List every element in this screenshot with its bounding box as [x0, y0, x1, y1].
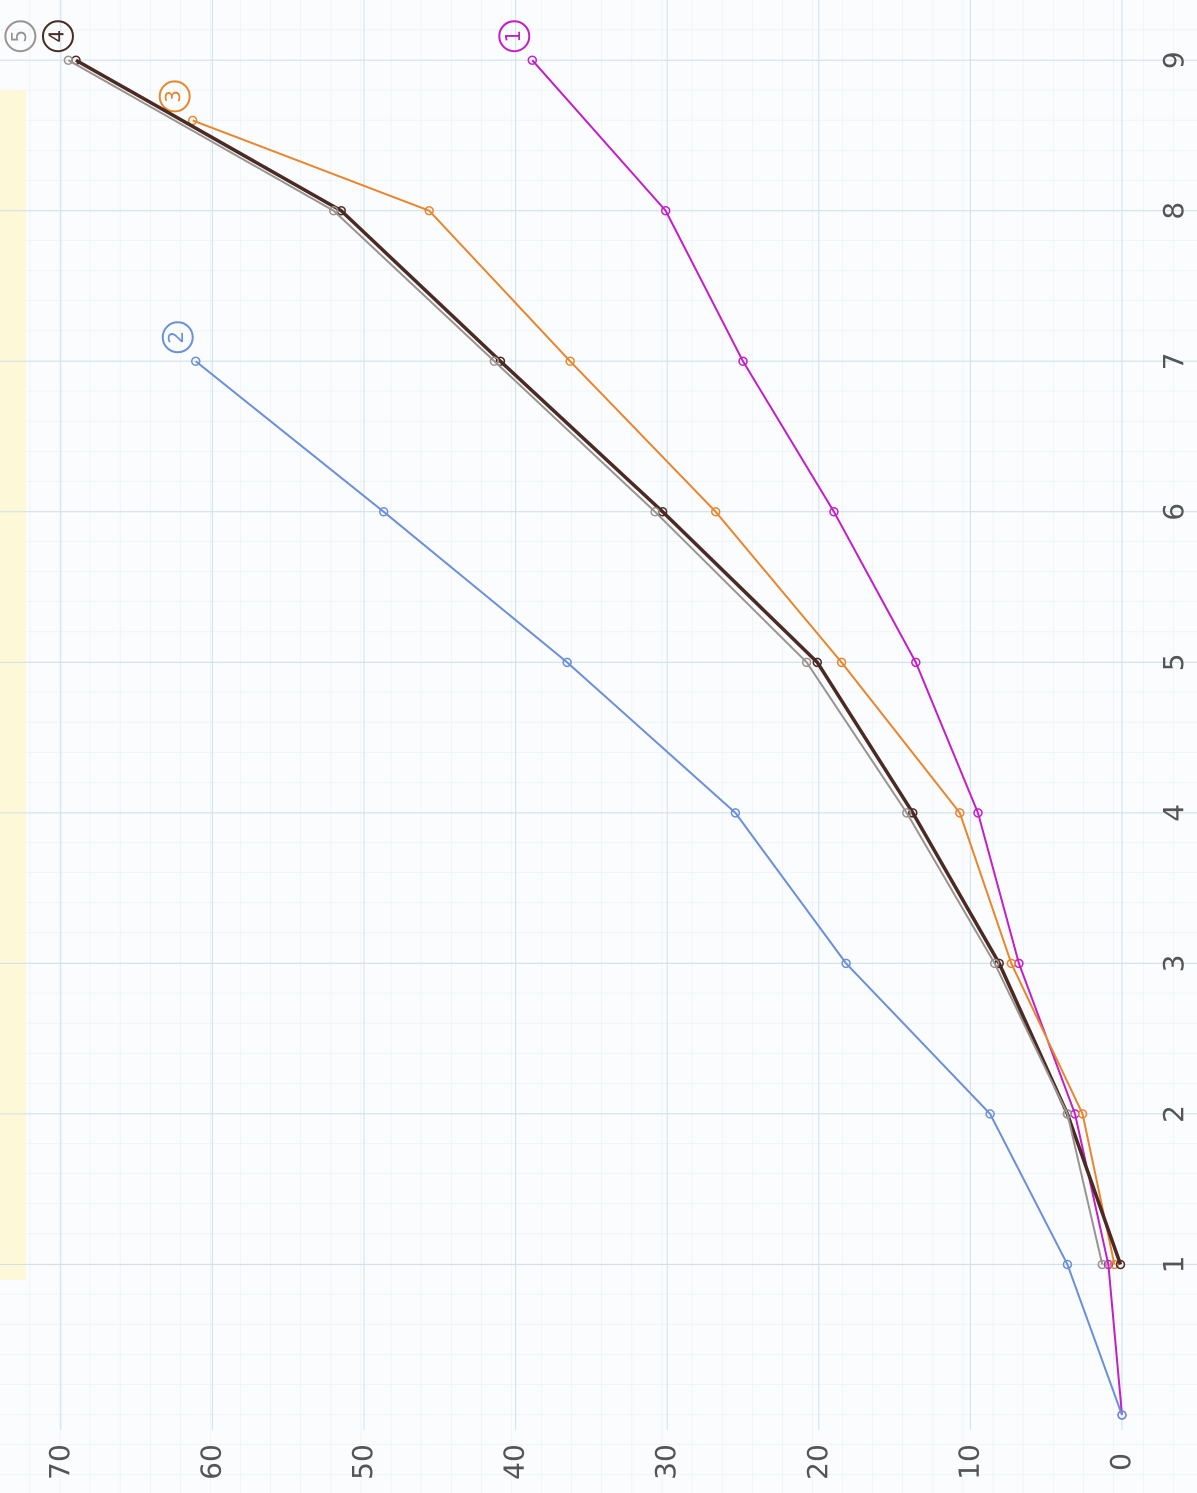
y-tick-label: 20	[801, 1444, 834, 1480]
y-tick-label: 0	[1104, 1453, 1137, 1471]
x-tick-label: 1	[1157, 1256, 1190, 1274]
chart: 01020304050607012345678912345	[0, 0, 1197, 1493]
x-tick-label: 3	[1157, 954, 1190, 972]
x-tick-label: 8	[1157, 202, 1190, 220]
x-tick-label: 5	[1157, 653, 1190, 671]
y-tick-label: 50	[346, 1444, 379, 1480]
legend-label: 2	[164, 331, 188, 344]
y-tick-label: 30	[649, 1444, 682, 1480]
x-tick-label: 6	[1157, 503, 1190, 521]
legend-label: 5	[7, 30, 31, 43]
legend-label: 3	[161, 90, 185, 103]
x-tick-label: 2	[1157, 1105, 1190, 1123]
legend-label: 1	[501, 30, 525, 43]
legend-label: 4	[44, 30, 68, 43]
y-tick-label: 10	[952, 1444, 985, 1480]
x-tick-label: 7	[1157, 352, 1190, 370]
y-tick-label: 60	[194, 1444, 227, 1480]
y-tick-label: 70	[43, 1444, 76, 1480]
graph-paper	[0, 0, 1197, 1493]
y-tick-label: 40	[498, 1444, 531, 1480]
x-tick-label: 4	[1157, 804, 1190, 822]
highlight-strip	[0, 90, 26, 1280]
x-tick-label: 9	[1157, 51, 1190, 69]
